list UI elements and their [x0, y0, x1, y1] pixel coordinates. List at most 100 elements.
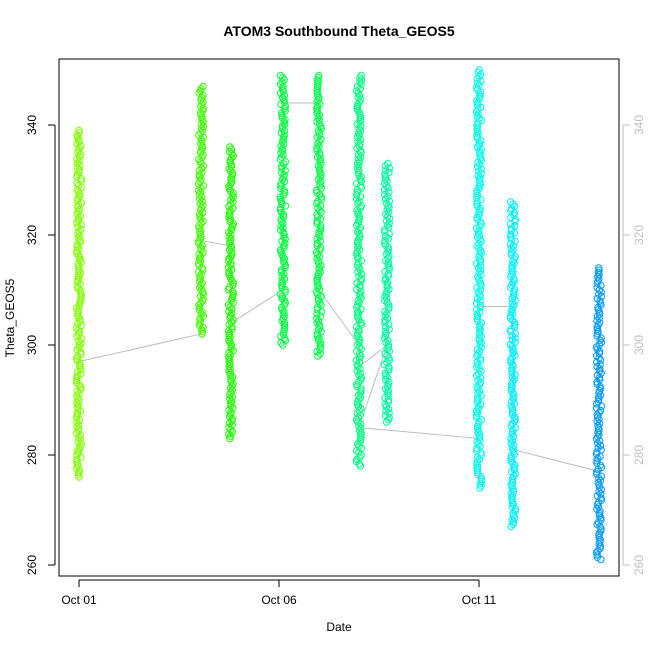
data-point	[72, 429, 81, 437]
data-point	[355, 299, 363, 307]
data-point	[509, 446, 517, 454]
data-point	[476, 257, 485, 266]
data-point	[279, 82, 287, 91]
data-point	[229, 404, 237, 412]
data-point	[475, 455, 483, 464]
data-point	[196, 272, 204, 281]
data-point	[76, 212, 85, 220]
data-point	[509, 395, 518, 403]
data-point	[228, 417, 236, 425]
data-point	[509, 406, 517, 414]
data-point	[227, 226, 235, 235]
data-point	[355, 449, 363, 457]
series-9	[506, 198, 520, 531]
data-point	[199, 133, 208, 142]
data-point	[384, 305, 393, 313]
data-point	[281, 202, 290, 210]
data-point	[473, 466, 482, 475]
points-layer	[72, 66, 606, 564]
data-point	[316, 191, 324, 199]
data-point	[278, 292, 286, 301]
data-point	[357, 385, 365, 393]
right-tick-label: 340	[632, 115, 646, 135]
x-tick-label: Oct 06	[261, 593, 297, 607]
data-point	[198, 142, 207, 150]
data-point	[352, 195, 361, 203]
data-point	[382, 371, 390, 380]
data-point	[507, 231, 515, 239]
data-point	[314, 162, 322, 170]
data-point	[353, 380, 361, 389]
y-tick-label: 300	[25, 335, 39, 355]
data-point	[277, 100, 285, 108]
data-point	[506, 314, 515, 322]
series-1	[72, 126, 86, 481]
data-point	[474, 405, 483, 413]
data-point	[77, 453, 85, 461]
data-point	[199, 182, 208, 190]
data-point	[73, 140, 81, 148]
data-point	[594, 393, 603, 401]
data-point	[317, 308, 326, 316]
data-point	[596, 319, 604, 327]
data-point	[380, 360, 389, 369]
data-point	[75, 433, 83, 442]
y-tick-label: 340	[25, 115, 39, 135]
data-point	[511, 371, 519, 379]
data-point	[75, 168, 83, 176]
data-point	[276, 204, 285, 212]
data-point	[597, 338, 606, 347]
data-point	[227, 145, 236, 153]
data-point	[477, 343, 486, 351]
data-point	[279, 160, 288, 168]
data-point	[477, 281, 485, 290]
data-point	[384, 192, 392, 201]
data-point	[313, 310, 321, 318]
data-point	[475, 185, 483, 193]
data-point	[477, 156, 485, 164]
data-point	[507, 522, 515, 531]
data-point	[475, 240, 483, 248]
series-10	[592, 264, 606, 564]
data-point	[597, 555, 605, 564]
data-point	[475, 182, 483, 191]
data-point	[355, 272, 363, 280]
data-point	[356, 290, 364, 298]
data-point	[508, 428, 517, 436]
data-point	[381, 318, 389, 327]
data-point	[227, 399, 235, 408]
data-point	[197, 281, 205, 290]
data-point	[355, 338, 363, 347]
data-point	[356, 113, 365, 122]
right-tick-label: 320	[632, 225, 646, 245]
data-point	[596, 437, 604, 445]
data-point	[196, 195, 204, 203]
data-point	[280, 275, 289, 283]
data-point	[475, 114, 483, 123]
data-point	[354, 107, 362, 115]
data-point	[278, 124, 287, 133]
data-point	[355, 171, 363, 179]
data-point	[316, 182, 324, 190]
data-point	[509, 487, 518, 496]
data-point	[506, 327, 515, 336]
data-point	[317, 193, 326, 201]
data-point	[385, 204, 393, 212]
data-point	[507, 356, 515, 364]
data-point	[199, 266, 207, 274]
data-point	[596, 365, 604, 373]
data-point	[593, 551, 601, 559]
data-point	[509, 316, 517, 325]
data-point	[384, 159, 392, 168]
data-point	[279, 341, 287, 349]
data-point	[381, 307, 389, 316]
data-point	[475, 81, 483, 90]
data-point	[277, 180, 285, 188]
data-point	[199, 122, 208, 131]
data-point	[355, 157, 364, 166]
data-point	[317, 160, 325, 168]
data-point	[277, 222, 285, 230]
data-point	[73, 218, 81, 227]
connector-line	[78, 102, 600, 472]
data-point	[77, 142, 85, 150]
